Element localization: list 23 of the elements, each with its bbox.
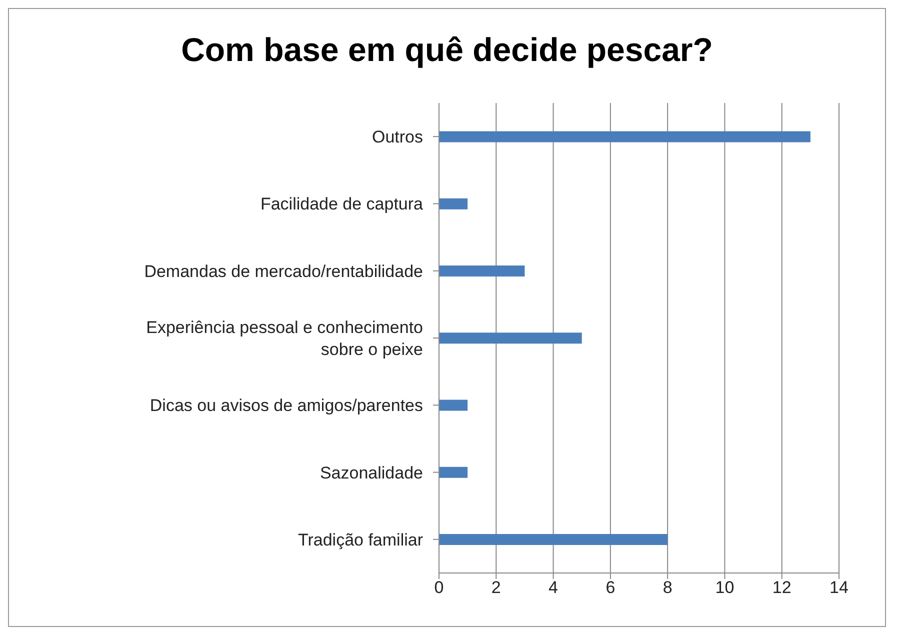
bar	[439, 198, 468, 210]
bar	[439, 466, 468, 478]
x-tick-label: 12	[772, 578, 792, 598]
x-tick-label: 8	[662, 578, 672, 598]
bar	[439, 534, 668, 546]
y-tick-label: Facilidade de captura	[260, 194, 424, 214]
y-tick-label: Dicas ou avisos de amigos/parentes	[150, 396, 423, 415]
y-tick-label: Sazonalidade	[320, 462, 423, 482]
x-tick-label: 10	[715, 578, 734, 598]
bar	[439, 131, 810, 142]
chart-title: Com base em quê decide pescar?	[180, 30, 714, 70]
y-tick-label: Experiência pessoal e conhecimento sobre o peixe	[146, 318, 423, 358]
x-tick-label: 0	[434, 578, 444, 598]
y-tick-label: Tradição familiar	[298, 530, 424, 549]
y-tick-label: Demandas de mercado/rentabilidade	[144, 261, 423, 280]
x-tick-label: 4	[548, 578, 558, 598]
x-tick-label: 6	[606, 578, 616, 598]
bar	[439, 400, 468, 411]
bar	[439, 265, 525, 276]
y-tick-label: Outros	[372, 127, 423, 146]
x-tick-label: 14	[830, 578, 848, 598]
bar	[439, 332, 582, 344]
x-tick-label: 2	[491, 578, 501, 598]
